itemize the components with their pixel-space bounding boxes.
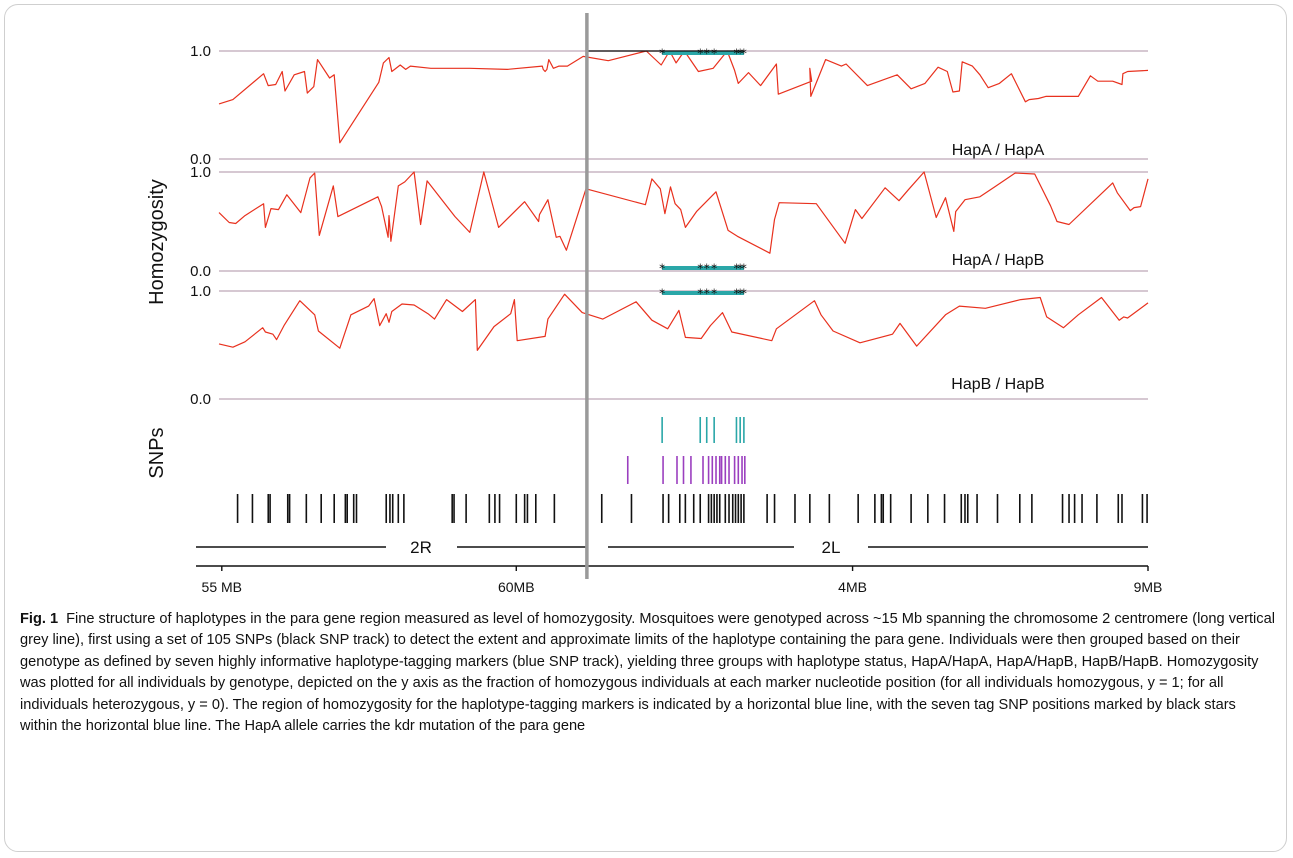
tag-snp-star: *: [711, 47, 717, 61]
snp-track-title: SNPs: [146, 427, 168, 478]
tag-snp-star: *: [711, 287, 717, 301]
tag-snp-star: *: [737, 47, 743, 61]
tag-snp-star: *: [659, 287, 665, 301]
y-tick-label-1: 1.0: [190, 283, 211, 300]
tag-snp-star: *: [659, 47, 665, 61]
y-tick-label-1: 1.0: [190, 43, 211, 60]
x-tick-label: 9MB: [1134, 579, 1163, 595]
x-tick-label: 60MB: [498, 579, 535, 595]
tag-snp-star: *: [741, 287, 747, 301]
tag-snp-star: *: [697, 262, 703, 276]
series-line: [218, 171, 1149, 254]
y-tick-label-0: 0.0: [190, 263, 211, 280]
tag-snp-star: *: [737, 287, 743, 301]
tag-snp-star: *: [741, 47, 747, 61]
y-tick-label-0: 0.0: [190, 391, 211, 408]
series-label: HapA / HapB: [952, 252, 1045, 269]
tag-snp-star: *: [711, 262, 717, 276]
arm-label-2r: 2R: [410, 538, 432, 557]
series-label: HapB / HapB: [951, 376, 1044, 393]
tag-snp-star: *: [697, 287, 703, 301]
y-tick-label-0: 0.0: [190, 151, 211, 168]
tag-region-2: * * * * ***: [659, 262, 747, 276]
y-tick-label-1: 1.0: [190, 164, 211, 181]
tag-snp-star: *: [704, 262, 710, 276]
x-tick-label: 4MB: [838, 579, 867, 595]
tag-snp-star: *: [704, 47, 710, 61]
y-axis-title: Homozygosity: [146, 179, 168, 305]
caption-label: Fig. 1: [20, 611, 59, 627]
tag-snp-star: *: [733, 47, 739, 61]
tag-region-3: * * * * ***: [659, 287, 747, 301]
x-tick-label: 55 MB: [202, 579, 242, 595]
tag-snp-star: *: [741, 262, 747, 276]
tag-snp-star: *: [737, 262, 743, 276]
series-label: HapA / HapA: [952, 142, 1045, 159]
tag-snp-star: *: [659, 262, 665, 276]
figure-frame: [4, 4, 1287, 852]
caption-text: Fine structure of haplotypes in the para…: [20, 611, 1275, 735]
series-line: [218, 50, 1149, 144]
tag-snp-star: *: [704, 287, 710, 301]
figure-caption: Fig. 1 Fine structure of haplotypes in th…: [20, 609, 1275, 737]
arm-label-2l: 2L: [822, 538, 841, 557]
tag-region-1: * * * * ***: [659, 47, 747, 61]
tag-snp-star: *: [733, 287, 739, 301]
tag-snp-star: *: [733, 262, 739, 276]
series-line: [218, 293, 1149, 351]
tag-snp-star: *: [697, 47, 703, 61]
